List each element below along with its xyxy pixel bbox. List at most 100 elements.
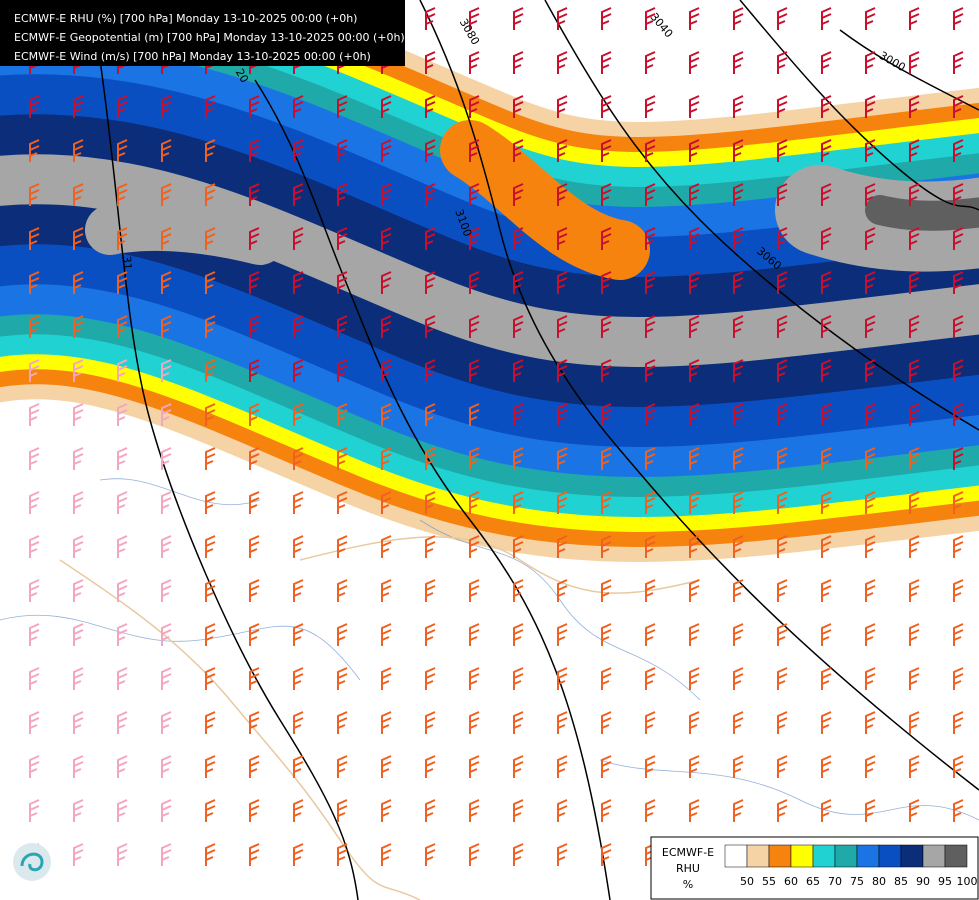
wind-barb xyxy=(777,447,788,470)
wind-barb xyxy=(73,183,84,206)
wind-barb xyxy=(953,447,964,470)
wind-barb xyxy=(205,227,216,250)
wind-barb xyxy=(865,711,876,734)
wind-barb xyxy=(425,623,436,646)
wind-barb xyxy=(645,271,656,294)
wind-barb xyxy=(337,711,348,734)
wind-barb xyxy=(425,139,436,162)
wind-barb xyxy=(469,623,480,646)
wind-barb xyxy=(161,139,172,162)
legend-label: 65 xyxy=(806,875,820,888)
wind-barb xyxy=(909,51,920,74)
wind-barb xyxy=(425,271,436,294)
wind-barb xyxy=(381,491,392,514)
legend-title: ECMWF-E xyxy=(662,846,714,859)
legend-swatch xyxy=(856,844,880,868)
contour-label: 31 xyxy=(120,255,134,270)
wind-barb xyxy=(249,535,260,558)
wind-barb xyxy=(293,447,304,470)
wind-barb xyxy=(601,623,612,646)
wind-barb xyxy=(513,623,524,646)
wind-barb xyxy=(865,535,876,558)
wind-barb xyxy=(293,667,304,690)
wind-barb xyxy=(733,667,744,690)
wind-barb xyxy=(337,315,348,338)
wind-barb xyxy=(601,491,612,514)
wind-barb xyxy=(821,403,832,426)
wind-barb xyxy=(469,491,480,514)
wind-barb xyxy=(777,227,788,250)
legend-label: 85 xyxy=(894,875,908,888)
wind-barb xyxy=(293,183,304,206)
wind-barb xyxy=(249,799,260,822)
wind-barb xyxy=(689,7,700,30)
wind-barb xyxy=(601,7,612,30)
wind-barb xyxy=(909,799,920,822)
wind-barb xyxy=(293,843,304,866)
legend-label: 90 xyxy=(916,875,930,888)
wind-barb xyxy=(513,359,524,382)
wind-barb xyxy=(469,183,480,206)
wind-barb xyxy=(777,667,788,690)
wind-barb xyxy=(513,183,524,206)
wind-barb xyxy=(689,667,700,690)
wind-barb xyxy=(777,315,788,338)
wind-barb xyxy=(645,315,656,338)
wind-barb xyxy=(249,579,260,602)
wind-barb xyxy=(733,799,744,822)
wind-barb xyxy=(205,535,216,558)
wind-barb xyxy=(425,227,436,250)
legend-label: 75 xyxy=(850,875,864,888)
wind-barb xyxy=(469,227,480,250)
wind-barb xyxy=(953,799,964,822)
wind-barb xyxy=(337,755,348,778)
wind-barb xyxy=(601,403,612,426)
wind-barb xyxy=(601,183,612,206)
wind-barb xyxy=(645,95,656,118)
wind-barb xyxy=(29,711,40,734)
wind-barb xyxy=(777,271,788,294)
legend-swatch xyxy=(768,844,792,868)
wind-barb xyxy=(557,95,568,118)
legend: ECMWF-E RHU % 50 55 60 65 70 75 80 85 90 95 100 xyxy=(650,836,979,900)
wind-barb xyxy=(29,359,40,382)
wind-barb xyxy=(205,447,216,470)
wind-barb xyxy=(293,95,304,118)
wind-barb xyxy=(513,227,524,250)
wind-barb xyxy=(689,95,700,118)
wind-barb xyxy=(557,271,568,294)
wind-barb xyxy=(513,667,524,690)
wind-barb xyxy=(469,315,480,338)
wind-barb xyxy=(601,667,612,690)
wind-barb xyxy=(381,95,392,118)
geopotential-contours xyxy=(99,0,979,900)
wind-barb xyxy=(601,843,612,866)
wind-barb xyxy=(337,139,348,162)
wind-barb xyxy=(29,447,40,470)
wind-barb xyxy=(469,7,480,30)
wind-barb xyxy=(777,579,788,602)
humidity-band xyxy=(0,154,979,367)
wind-barb xyxy=(381,579,392,602)
wind-barb xyxy=(909,667,920,690)
wind-barb xyxy=(117,271,128,294)
legend-swatch xyxy=(790,844,814,868)
wind-barb xyxy=(865,315,876,338)
humidity-band xyxy=(865,195,979,231)
legend-swatch xyxy=(900,844,924,868)
wind-barb xyxy=(513,843,524,866)
wind-barb xyxy=(293,535,304,558)
wind-barb xyxy=(73,667,84,690)
wind-barb xyxy=(513,7,524,30)
header: ECMWF-E RHU (%) [700 hPa] Monday 13-10-2… xyxy=(0,0,405,66)
wind-barb xyxy=(733,95,744,118)
wind-barb xyxy=(777,359,788,382)
wind-barb xyxy=(733,51,744,74)
wind-barb xyxy=(205,667,216,690)
wind-barb xyxy=(909,271,920,294)
wind-barb xyxy=(821,755,832,778)
header-line: ECMWF-E Wind (m/s) [700 hPa] Monday 13-1… xyxy=(14,50,371,63)
wind-barb xyxy=(865,271,876,294)
wind-barb xyxy=(689,447,700,470)
